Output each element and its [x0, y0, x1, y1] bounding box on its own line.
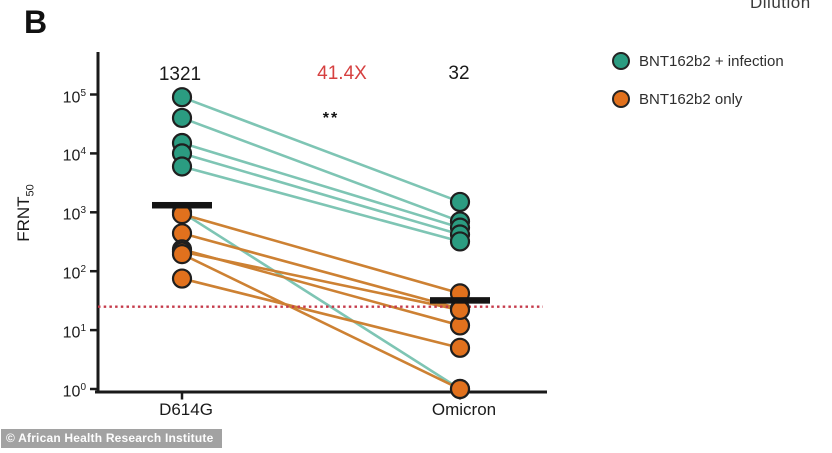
pair-line [181, 165, 461, 243]
green-dot [449, 231, 471, 252]
green-dot [449, 191, 471, 213]
d614g-gmt-label: 1321 [158, 64, 202, 85]
orange-dot [449, 337, 471, 358]
y-tick-label: 105 [62, 87, 86, 106]
pair-line [181, 95, 461, 204]
y-tick-label: 103 [62, 205, 86, 224]
green-dot [171, 156, 193, 177]
omicron-gmt-label: 32 [448, 63, 470, 84]
y-tick-label: 104 [62, 146, 86, 165]
orange-dot [449, 378, 471, 400]
orange-dot [171, 268, 193, 289]
pair-line [181, 152, 461, 236]
legend-swatch-orange [612, 90, 630, 108]
orange-dot [171, 244, 193, 265]
gmt-bar [430, 297, 490, 304]
fold-drop-label: 41.4X [317, 63, 367, 84]
pair-line [181, 252, 461, 391]
legend-item-only: BNT162b2 only [612, 88, 784, 110]
x-tick-label: Omicron [431, 400, 497, 419]
watermark-credit: © African Health Research Institute [1, 429, 223, 448]
y-tick-label: 100 [62, 382, 86, 401]
pair-line [181, 232, 461, 311]
green-dot [171, 87, 193, 108]
pair-line [181, 141, 461, 229]
clipped-dilution-text: Dilution [750, 0, 811, 12]
legend: BNT162b2 + infection BNT162b2 only [612, 50, 784, 126]
green-dot [171, 107, 193, 129]
pair-line [181, 212, 461, 295]
pair-line [181, 277, 461, 350]
y-tick-label: 102 [62, 264, 86, 283]
x-tick-label: D614G [159, 400, 213, 419]
legend-item-infection: BNT162b2 + infection [612, 50, 784, 72]
significance-stars: ** [322, 110, 340, 127]
pair-line [181, 116, 461, 223]
pair-line [181, 250, 461, 312]
panel-label: B [24, 4, 48, 40]
y-tick-label: 101 [62, 323, 86, 342]
legend-swatch-teal [612, 52, 630, 70]
pair-line [181, 211, 461, 391]
gmt-bar [152, 201, 212, 209]
